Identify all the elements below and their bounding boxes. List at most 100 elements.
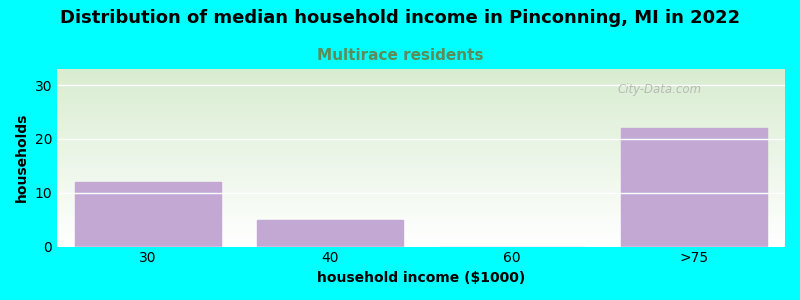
Bar — [57, 128, 785, 129]
Bar — [57, 245, 785, 246]
Bar — [57, 201, 785, 202]
Bar — [57, 144, 785, 145]
Bar — [57, 187, 785, 188]
Y-axis label: households: households — [15, 113, 29, 202]
Bar — [57, 140, 785, 141]
Bar — [57, 142, 785, 143]
Bar — [57, 69, 785, 70]
Bar — [57, 76, 785, 77]
Bar — [57, 199, 785, 200]
Bar — [57, 192, 785, 193]
Bar — [57, 80, 785, 81]
Bar — [57, 180, 785, 181]
Bar — [57, 189, 785, 190]
Bar — [57, 210, 785, 211]
Bar — [57, 132, 785, 133]
Bar — [57, 96, 785, 97]
Bar — [57, 225, 785, 226]
Bar — [57, 240, 785, 241]
Bar — [57, 81, 785, 82]
Bar — [57, 86, 785, 87]
Bar — [57, 104, 785, 105]
Bar — [57, 106, 785, 107]
Bar — [57, 143, 785, 144]
Bar — [57, 151, 785, 152]
Bar — [57, 195, 785, 196]
Bar — [57, 73, 785, 74]
Bar — [57, 101, 785, 102]
Bar — [57, 124, 785, 125]
Bar — [57, 85, 785, 86]
Bar — [57, 237, 785, 238]
Bar — [57, 236, 785, 237]
Bar — [57, 78, 785, 79]
Bar — [57, 72, 785, 73]
Bar — [57, 186, 785, 187]
Bar — [57, 168, 785, 169]
Bar — [57, 70, 785, 71]
Bar — [57, 115, 785, 116]
Bar — [57, 235, 785, 236]
Bar — [57, 105, 785, 106]
Bar — [57, 116, 785, 117]
Bar — [57, 90, 785, 91]
Bar — [57, 228, 785, 229]
Bar — [57, 92, 785, 93]
Bar — [57, 113, 785, 114]
Bar — [57, 95, 785, 96]
Bar — [57, 161, 785, 162]
Bar — [57, 126, 785, 127]
Bar — [57, 71, 785, 72]
Bar — [57, 208, 785, 209]
Bar — [57, 205, 785, 206]
Bar — [57, 117, 785, 118]
Bar — [57, 102, 785, 103]
Bar — [57, 224, 785, 225]
Bar — [57, 153, 785, 154]
Bar — [57, 229, 785, 230]
Bar — [57, 123, 785, 124]
Bar — [622, 128, 767, 247]
Bar — [57, 82, 785, 83]
Bar — [57, 91, 785, 92]
Bar — [57, 234, 785, 235]
Bar — [57, 184, 785, 185]
Bar — [57, 130, 785, 131]
Bar — [57, 88, 785, 89]
Bar — [57, 114, 785, 115]
Bar — [57, 206, 785, 207]
Bar — [57, 170, 785, 171]
Bar — [57, 84, 785, 85]
Bar — [57, 118, 785, 119]
Bar — [57, 129, 785, 130]
Bar — [258, 220, 403, 247]
Bar — [57, 193, 785, 194]
Bar — [57, 111, 785, 112]
Bar — [57, 77, 785, 78]
Bar — [57, 233, 785, 234]
Bar — [57, 244, 785, 245]
Bar — [57, 200, 785, 201]
Bar — [57, 183, 785, 184]
Bar — [57, 217, 785, 218]
Bar — [57, 162, 785, 163]
Bar — [57, 211, 785, 212]
Bar — [57, 239, 785, 240]
Bar — [57, 194, 785, 195]
Bar — [57, 213, 785, 214]
Bar — [57, 222, 785, 223]
Bar — [57, 198, 785, 199]
Bar — [57, 103, 785, 104]
Bar — [57, 150, 785, 151]
Bar — [57, 218, 785, 219]
Bar — [57, 157, 785, 158]
Bar — [57, 93, 785, 94]
Bar — [57, 154, 785, 155]
Bar — [57, 232, 785, 233]
Bar — [57, 215, 785, 216]
Bar — [57, 75, 785, 76]
Bar — [57, 169, 785, 170]
Bar — [57, 99, 785, 100]
Bar — [57, 178, 785, 179]
Bar — [57, 164, 785, 165]
